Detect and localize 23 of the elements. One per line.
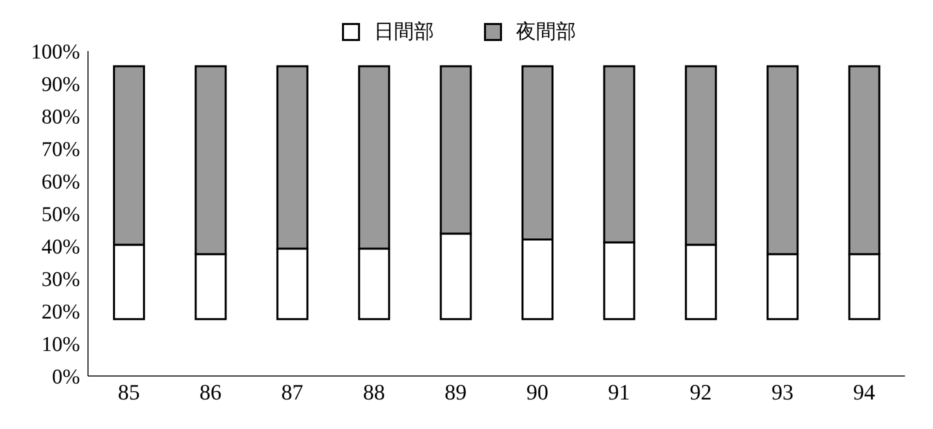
x-tick-label: 87: [281, 380, 304, 405]
y-tick-label: 80%: [42, 104, 80, 128]
y-tick-label: 20%: [42, 299, 80, 324]
y-tick-label: 90%: [42, 72, 80, 96]
x-tick-label: 91: [608, 380, 630, 405]
x-tick-label: 93: [771, 380, 794, 405]
y-tick-label: 40%: [42, 234, 80, 258]
y-tick-label: 50%: [42, 202, 80, 226]
y-tick-label: 30%: [42, 266, 80, 291]
legend-label: 夜間部: [516, 20, 576, 45]
x-tick-label: 94: [853, 380, 876, 405]
y-tick-label: 0%: [52, 364, 80, 388]
y-tick-label: 10%: [42, 332, 80, 356]
x-tick-label: 86: [200, 380, 222, 405]
x-tick-label: 90: [526, 380, 548, 405]
x-tick-label: 89: [444, 380, 467, 405]
y-tick-label: 70%: [42, 136, 80, 161]
legend-label: 日間部: [374, 20, 434, 45]
x-tick-label: 85: [118, 380, 140, 405]
y-tick-label: 60%: [42, 169, 80, 194]
x-tick-label: 92: [690, 380, 712, 405]
y-tick-label: 100%: [31, 39, 80, 64]
x-tick-label: 88: [362, 380, 385, 405]
